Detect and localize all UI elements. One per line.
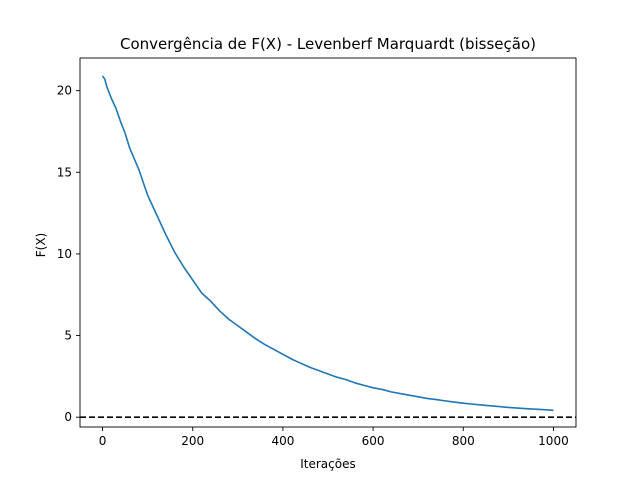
y-tick-label: 10	[57, 247, 72, 261]
y-axis-label: F(X)	[34, 233, 48, 258]
y-tick-label: 20	[57, 84, 72, 98]
x-tick-label: 200	[181, 434, 204, 448]
x-tick-label: 1000	[538, 434, 569, 448]
y-tick-label: 15	[57, 165, 72, 179]
y-tick-label: 0	[64, 410, 72, 424]
y-tick-label: 5	[64, 329, 72, 343]
x-tick-label: 800	[452, 434, 475, 448]
x-tick-label: 600	[362, 434, 385, 448]
series-line-0	[101, 75, 554, 412]
x-tick-label: 0	[99, 434, 107, 448]
plot-area: 0 200 400 600 800 1000 0 5 10 15 20	[57, 57, 577, 448]
chart-title: Convergência de F(X) - Levenberf Marquar…	[120, 35, 536, 53]
x-axis-label: Iterações	[300, 457, 356, 471]
axes-frame	[79, 57, 577, 428]
x-tick-label: 400	[271, 434, 294, 448]
